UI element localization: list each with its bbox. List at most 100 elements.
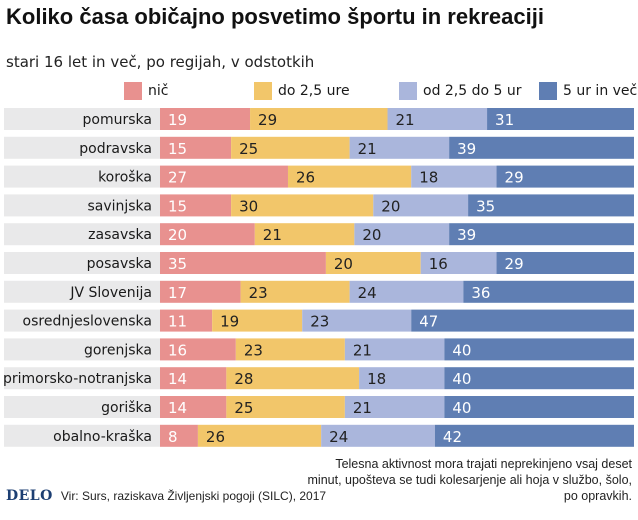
legend-label-do25: do 2,5 ure <box>278 83 350 99</box>
value-label: 47 <box>419 313 438 331</box>
bar-posavska-od25do5 <box>420 252 497 274</box>
bar-gorenjska-od25do5 <box>344 338 445 361</box>
legend-item-od25do5: od 2,5 do 5 ur <box>399 80 522 102</box>
source-text: Vir: Surs, raziskava Življenjski pogoji … <box>60 489 327 503</box>
row-stripe <box>4 136 160 159</box>
row-stripe <box>4 108 160 130</box>
value-label: 14 <box>168 399 187 417</box>
bar-osrednjeslovenska-ur5 <box>411 309 634 332</box>
value-label: 29 <box>505 255 524 273</box>
value-label: 18 <box>367 370 386 388</box>
value-label: 40 <box>452 341 471 359</box>
value-label: 39 <box>457 226 476 244</box>
category-label: osrednjeslovenska <box>23 314 152 330</box>
bar-osrednjeslovenska-nic <box>160 309 213 332</box>
category-label: zasavska <box>88 227 152 243</box>
value-label: 16 <box>429 255 448 273</box>
legend-swatch-do25 <box>254 82 272 100</box>
row-stripe <box>4 252 160 274</box>
bar-zasavska-do25 <box>254 223 355 246</box>
bar-gorenjska-do25 <box>235 338 345 361</box>
legend-label-ur5: 5 ur in več <box>563 83 638 99</box>
bar-koroška-ur5 <box>496 165 634 188</box>
stacked-bar-chart: pomurska 19 29 21 31 podravska 15 25 21 39 koroška… <box>3 108 634 447</box>
value-label: 27 <box>168 169 187 187</box>
value-label: 35 <box>476 197 495 215</box>
row-stripe <box>4 223 160 246</box>
value-label: 11 <box>168 313 187 331</box>
value-label: 29 <box>505 169 524 187</box>
value-label: 39 <box>457 140 476 158</box>
value-label: 40 <box>452 370 471 388</box>
bar-posavska-nic <box>160 252 326 274</box>
bar-pomurska-od25do5 <box>387 108 488 130</box>
category-label: gorenjska <box>84 342 152 358</box>
legend-item-do25: do 2,5 ure <box>254 80 350 102</box>
legend: nič do 2,5 ure od 2,5 do 5 ur 5 ur in ve… <box>0 80 638 102</box>
value-label: 23 <box>310 313 329 331</box>
bar-koroška-od25do5 <box>411 165 497 188</box>
bar-gorenjska-nic <box>160 338 236 361</box>
bar-goriška-do25 <box>226 396 345 418</box>
bar-podravska-od25do5 <box>349 136 450 159</box>
bar-savinjska-od25do5 <box>373 194 469 217</box>
legend-swatch-od25do5 <box>399 82 417 100</box>
bar-osrednjeslovenska-od25do5 <box>302 309 412 332</box>
bar-jv-slovenija-od25do5 <box>349 280 464 303</box>
bar-primorsko-notranjska-od25do5 <box>359 367 445 390</box>
value-label: 21 <box>396 111 415 129</box>
bar-podravska-ur5 <box>449 136 634 159</box>
category-label: savinjska <box>87 198 152 214</box>
value-label: 20 <box>381 197 400 215</box>
row-stripe <box>4 309 160 332</box>
bar-posavska-ur5 <box>496 252 634 274</box>
legend-swatch-ur5 <box>539 82 557 100</box>
category-label: primorsko-notranjska <box>3 371 152 387</box>
value-label: 18 <box>419 169 438 187</box>
category-label: posavska <box>87 256 152 272</box>
footnote: Telesna aktivnost mora trajati neprekinj… <box>307 457 633 503</box>
bar-osrednjeslovenska-do25 <box>212 309 303 332</box>
footer: DELO Vir: Surs, raziskava Življenjski po… <box>6 488 326 504</box>
value-label: 17 <box>168 284 187 302</box>
bar-gorenjska-ur5 <box>444 338 634 361</box>
bar-savinjska-do25 <box>231 194 374 217</box>
value-label: 31 <box>495 111 514 129</box>
row-stripe <box>4 396 160 418</box>
bar-posavska-do25 <box>325 252 421 274</box>
value-label: 23 <box>244 341 263 359</box>
value-label: 42 <box>443 428 462 446</box>
bar-jv-slovenija-ur5 <box>463 280 634 303</box>
row-stripe <box>4 338 160 361</box>
bar-goriška-od25do5 <box>344 396 445 418</box>
bar-jv-slovenija-do25 <box>240 280 350 303</box>
value-label: 21 <box>358 140 377 158</box>
bar-pomurska-nic <box>160 108 251 130</box>
bar-obalno-kraška-nic <box>160 424 198 447</box>
bar-savinjska-nic <box>160 194 232 217</box>
legend-label-od25do5: od 2,5 do 5 ur <box>423 83 522 99</box>
value-label: 19 <box>220 313 239 331</box>
value-label: 24 <box>358 284 377 302</box>
legend-swatch-nic <box>124 82 142 100</box>
value-label: 23 <box>249 284 268 302</box>
value-label: 16 <box>168 341 187 359</box>
value-label: 25 <box>234 399 253 417</box>
value-label: 21 <box>353 341 372 359</box>
value-label: 40 <box>452 399 471 417</box>
value-label: 29 <box>258 111 277 129</box>
category-label: JV Slovenija <box>69 285 152 301</box>
bar-primorsko-notranjska-do25 <box>226 367 360 390</box>
chart-title: Koliko časa običajno posvetimo športu in… <box>6 4 544 29</box>
bar-obalno-kraška-do25 <box>197 424 322 447</box>
legend-item-ur5: 5 ur in več <box>539 80 637 102</box>
row-stripe <box>4 424 160 447</box>
category-label: obalno-kraška <box>53 429 152 445</box>
bar-zasavska-ur5 <box>449 223 634 246</box>
category-label: koroška <box>98 170 152 186</box>
value-label: 26 <box>206 428 225 446</box>
row-stripe <box>4 280 160 303</box>
row-stripe <box>4 194 160 217</box>
value-label: 25 <box>239 140 258 158</box>
chart-subtitle: stari 16 let in več, po regijah, v odsto… <box>6 53 315 71</box>
